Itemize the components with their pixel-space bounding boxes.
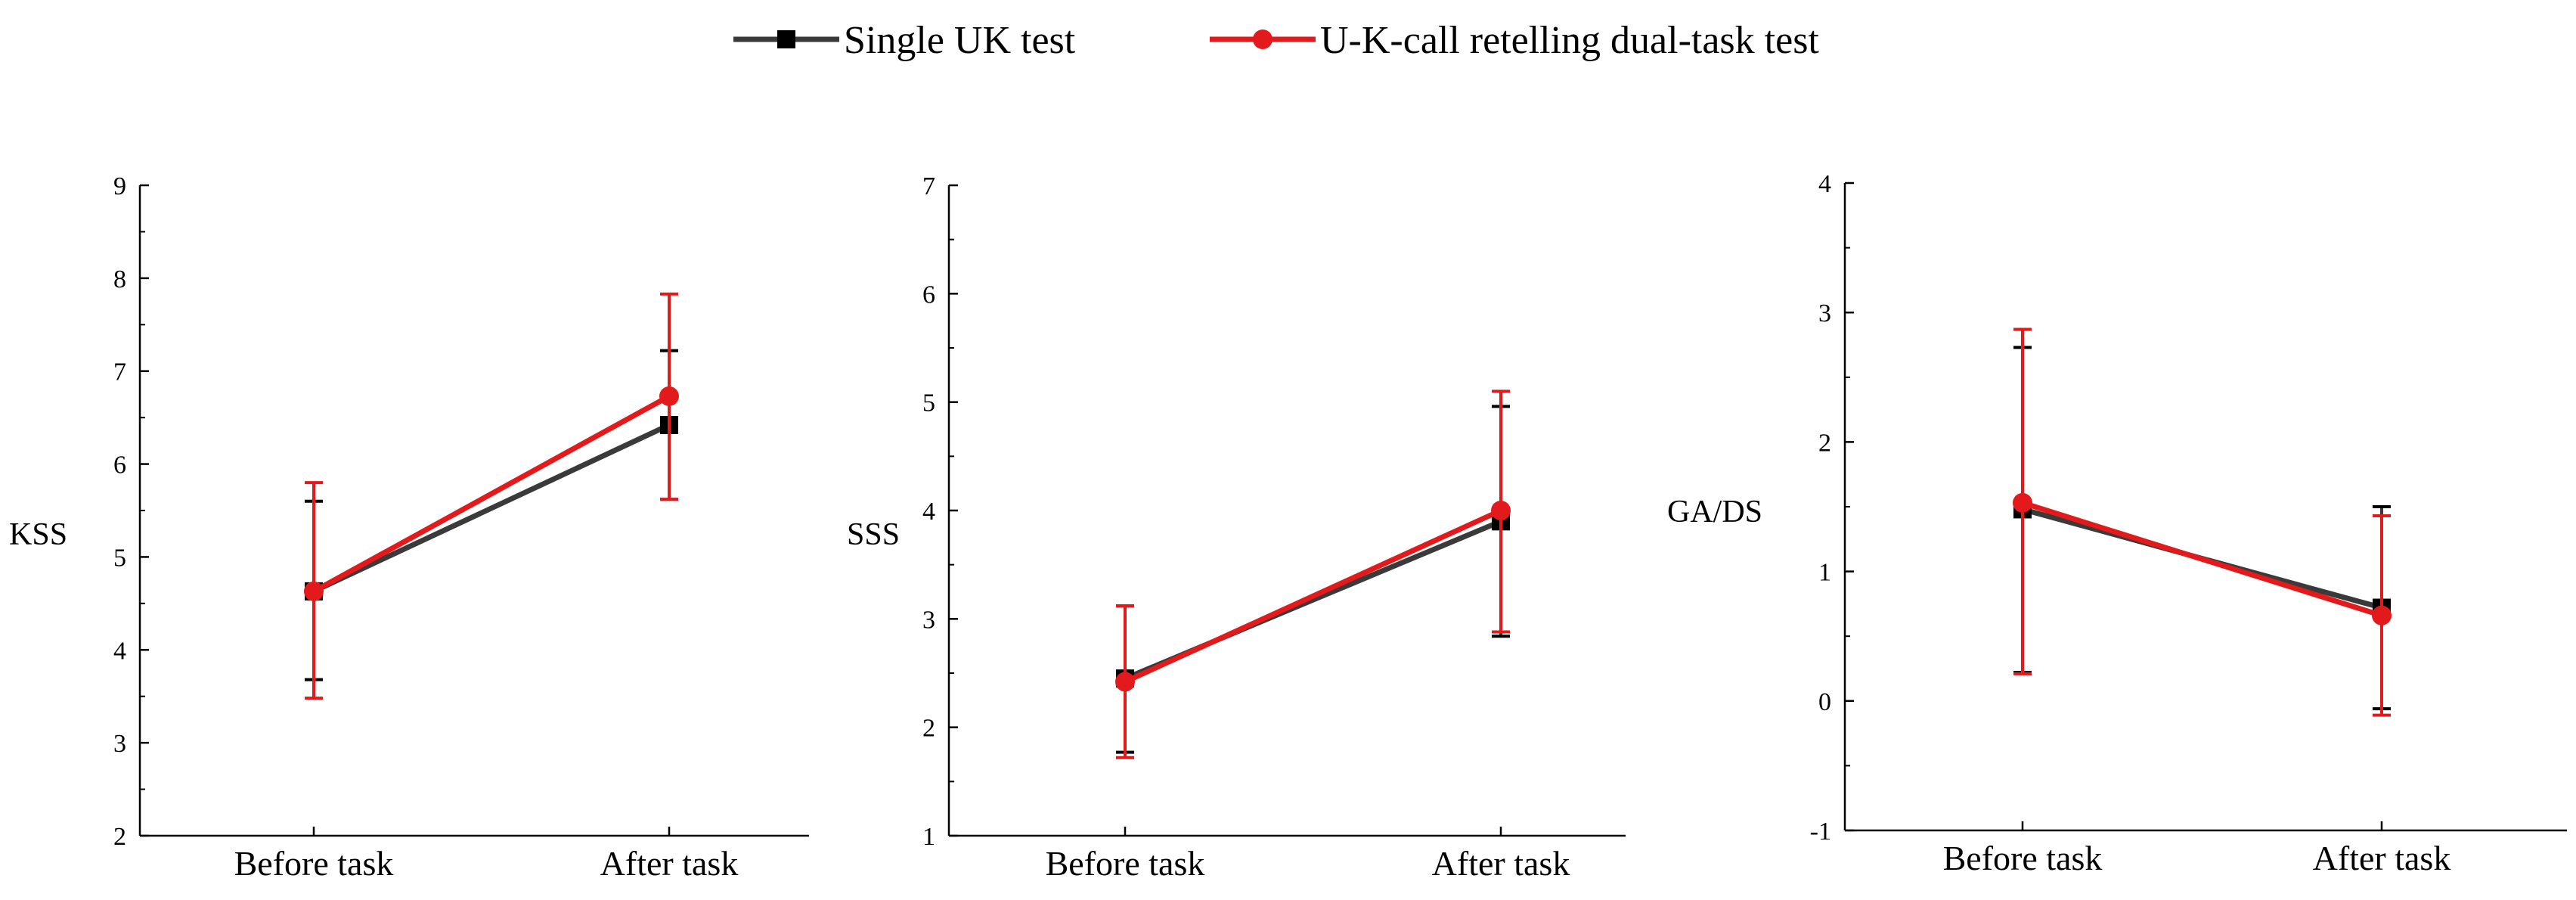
series-single (2013, 346, 2391, 711)
y-tick-label: 9 (113, 172, 126, 200)
y-tick-label: 2 (1818, 429, 1831, 457)
y-tick-label: -1 (1810, 818, 1831, 846)
legend-marker-dual (1253, 29, 1273, 49)
series-single (1116, 405, 1510, 754)
y-axis-label: SSS (847, 517, 900, 552)
y-tick-label: 7 (113, 358, 126, 386)
y-tick-label: 4 (1818, 170, 1831, 198)
y-tick-label: 3 (113, 730, 126, 758)
y-tick-label: 3 (922, 606, 935, 634)
series-line-dual (1124, 507, 1502, 684)
x-tick-label: After task (1432, 844, 1570, 883)
x-tick-label: Before task (234, 844, 394, 883)
data-point-dual (1491, 501, 1511, 520)
series-line-dual (2021, 500, 2383, 619)
y-tick-label: 8 (113, 265, 126, 293)
series-single (305, 349, 678, 681)
y-tick-label: 5 (922, 389, 935, 417)
y-tick-label: 4 (113, 637, 126, 665)
data-point-dual (304, 581, 324, 601)
y-tick-label: 3 (1818, 299, 1831, 327)
y-tick-label: 7 (922, 172, 935, 200)
chart-panel-2: 1 2 3 4 5 6 7 Before task After task SSS (847, 172, 1626, 883)
x-tick-label: After task (2313, 839, 2451, 877)
y-tick-label: 6 (922, 281, 935, 309)
data-point-dual (1115, 672, 1135, 692)
chart-panel-3: -1 0 1 2 3 4 Before task After task GA/DS (1667, 170, 2567, 877)
legend-item-dual: U-K-call retelling dual-task test (1210, 19, 1819, 62)
legend-item-single: Single UK test (733, 19, 1076, 62)
series-dual (2013, 327, 2392, 717)
legend-marker-single (777, 30, 795, 48)
data-point-dual (2013, 492, 2032, 513)
series-dual (1115, 389, 1511, 759)
y-tick-label: 0 (1818, 688, 1831, 716)
y-tick-label: 5 (113, 544, 126, 572)
y-tick-label: 4 (922, 498, 935, 526)
chart-panel-1: 2 3 4 5 6 7 8 9 Before task After task KSS (9, 172, 809, 883)
x-tick-label: After task (600, 844, 739, 883)
series-line-single (312, 422, 671, 594)
legend: Single UK test U-K-call retelling dual-t… (733, 19, 1819, 62)
x-tick-label: Before task (1046, 844, 1205, 883)
x-tick-label: Before task (1943, 839, 2103, 877)
y-tick-label: 2 (113, 823, 126, 851)
y-tick-label: 1 (1818, 559, 1831, 587)
legend-label-dual: U-K-call retelling dual-task test (1320, 19, 1819, 62)
y-axis-label: KSS (9, 517, 67, 552)
series-dual (304, 292, 679, 700)
data-point-dual (659, 386, 679, 406)
legend-label-single: Single UK test (844, 19, 1076, 62)
series-line-dual (312, 393, 671, 594)
y-tick-label: 2 (922, 715, 935, 743)
y-tick-label: 6 (113, 452, 126, 479)
y-tick-label: 1 (922, 823, 935, 851)
y-axis-label: GA/DS (1667, 495, 1762, 529)
data-point-dual (2372, 605, 2392, 625)
